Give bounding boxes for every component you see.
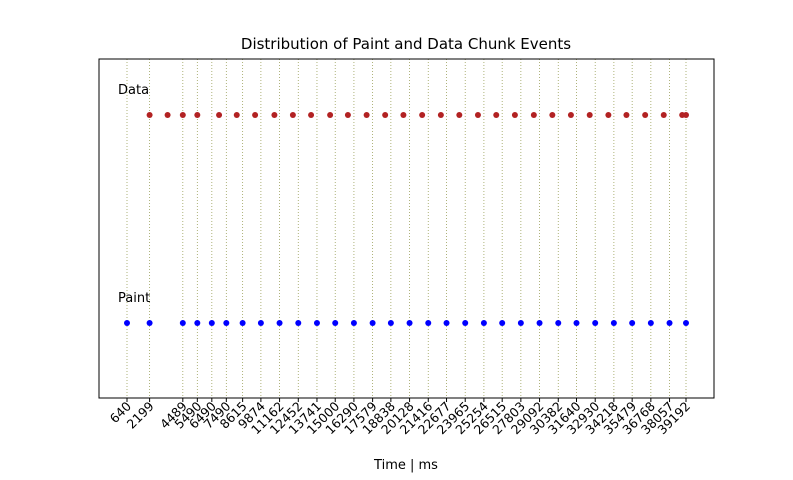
point-paint [350,320,357,326]
point-paint [313,320,320,326]
point-data [382,112,389,118]
plot-frame [98,58,715,399]
point-data [530,112,537,118]
point-paint [295,320,302,326]
point-data [660,112,667,118]
point-paint [369,320,376,326]
point-data [511,112,518,118]
point-paint [124,320,130,326]
series-label-data: Data [118,83,149,98]
point-paint [647,320,654,326]
point-paint [332,320,339,326]
point-data [400,112,407,118]
point-data [363,112,370,118]
point-paint [208,320,215,326]
point-data [683,112,689,118]
point-paint [239,320,246,326]
point-paint [257,320,264,326]
point-data [419,112,426,118]
point-paint [517,320,524,326]
x-tick-label: 2199 [124,398,157,431]
vertical-gridlines [126,59,687,398]
point-paint [406,320,413,326]
point-data [344,112,351,118]
point-paint [443,320,450,326]
point-paint [683,320,689,326]
point-data [194,112,201,118]
point-paint [425,320,432,326]
point-paint [499,320,506,326]
point-data [233,112,240,118]
point-paint [555,320,562,326]
point-data [216,112,223,118]
point-data [623,112,630,118]
point-data [605,112,612,118]
point-paint [480,320,487,326]
point-paint [194,320,201,326]
point-paint [146,320,153,326]
x-axis-label: Time | ms [373,458,438,473]
point-data [586,112,593,118]
point-data [179,112,186,118]
point-paint [666,320,673,326]
point-paint [179,320,186,326]
point-data [549,112,556,118]
point-data [146,112,153,118]
point-data [164,112,171,118]
point-paint [276,320,283,326]
point-paint [592,320,599,326]
chart-title: Distribution of Paint and Data Chunk Eve… [241,35,571,53]
point-paint [573,320,580,326]
point-paint [629,320,636,326]
point-data [308,112,315,118]
point-data [271,112,278,118]
point-paint [536,320,543,326]
series-label-paint: Paint [118,291,150,306]
point-paint [462,320,469,326]
event-points [124,112,689,326]
point-data [252,112,259,118]
point-paint [610,320,617,326]
point-paint [387,320,394,326]
point-data [437,112,444,118]
point-data [493,112,500,118]
point-data [456,112,463,118]
point-paint [223,320,230,326]
point-data [567,112,574,118]
point-data [327,112,334,118]
point-data [642,112,649,118]
point-data [474,112,481,118]
point-data [289,112,296,118]
